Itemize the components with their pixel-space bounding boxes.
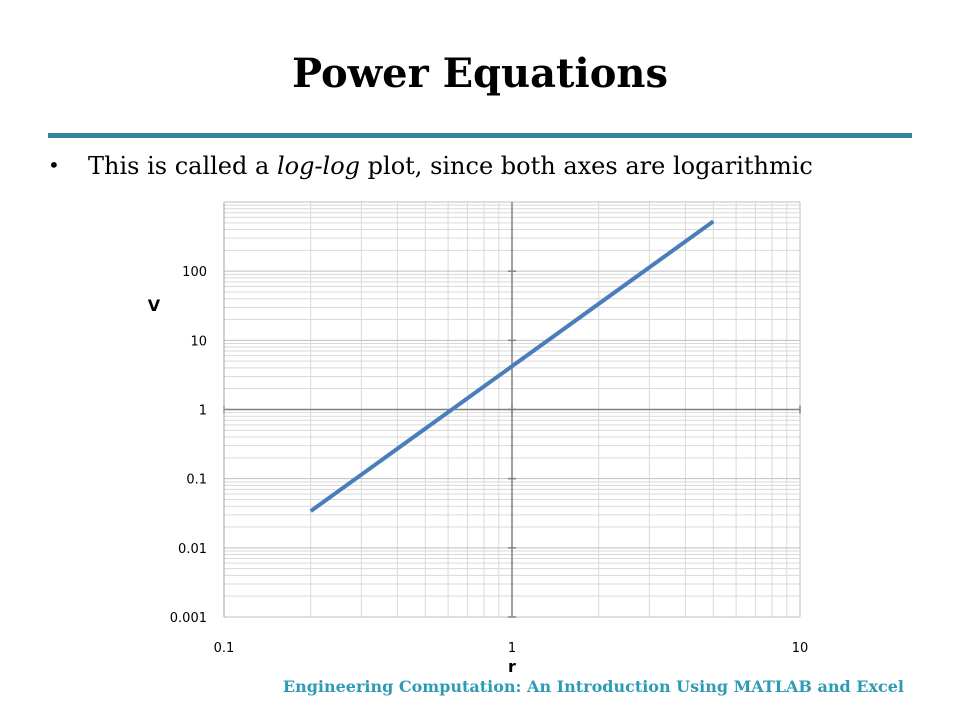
bullet-text-italic: log-log [276,152,361,180]
bullet-dot: • [48,153,60,177]
title-divider [48,133,912,138]
series-line-1 [309,219,715,513]
x-tick-label: 1 [508,641,516,656]
bullet-point: • This is called a log-log plot, since bo… [48,152,928,180]
bullet-text-suffix: plot, since both axes are logarithmic [360,152,813,180]
y-tick-label: 0.01 [178,542,207,557]
y-tick-label: 0.1 [186,473,207,488]
chart-axes [223,202,801,618]
y-axis-title: V [148,296,161,315]
y-tick-label: 1 [199,404,207,419]
x-tick-label: 10 [792,641,809,656]
slide-title: Power Equations [292,50,668,97]
chart-series [309,219,715,513]
y-tick-label: 0.001 [170,611,207,626]
bullet-text-prefix: This is called a [88,152,277,180]
x-tick-label: 0.1 [214,641,235,656]
y-tick-label: 100 [182,265,207,280]
y-tick-label: 10 [190,334,207,349]
footer-text: Engineering Computation: An Introduction… [282,677,904,696]
chart-labels: 0.001 0.01 0.1 1 10 100 0.1 1 10 Vr [148,265,808,676]
x-axis-title: r [508,657,516,676]
